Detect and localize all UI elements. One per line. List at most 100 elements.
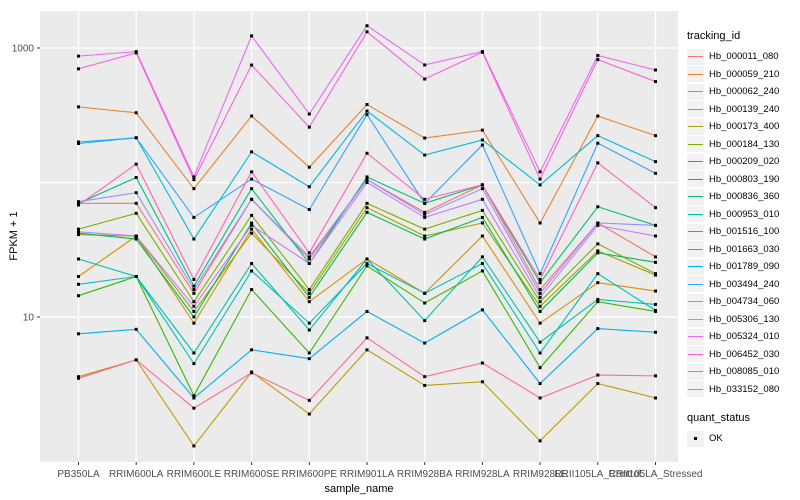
data-point (423, 136, 427, 140)
legend-key-line (687, 363, 704, 380)
legend-item-label: Hb_008085_010 (709, 366, 780, 378)
data-point (134, 211, 138, 215)
data-point (538, 309, 542, 313)
data-point (134, 175, 138, 179)
legend-item: Hb_001663_030 (687, 241, 799, 259)
legend-item-label: OK (709, 433, 723, 445)
data-point (250, 231, 254, 235)
data-point (250, 269, 254, 273)
data-point (423, 234, 427, 238)
data-point (250, 261, 254, 265)
data-point (654, 396, 657, 400)
data-point (134, 327, 138, 331)
data-point (192, 309, 196, 313)
data-point (77, 376, 80, 380)
data-point (538, 382, 542, 386)
data-point (77, 203, 80, 207)
data-point (596, 114, 600, 118)
data-point (134, 275, 138, 279)
data-point (538, 396, 542, 400)
data-point (365, 151, 369, 155)
data-point (596, 161, 600, 165)
legend-title-quant-status: quant_status (687, 412, 750, 424)
data-point (77, 282, 80, 286)
data-point (596, 242, 600, 246)
data-point (365, 206, 369, 210)
legend-item: Hb_000059_210 (687, 66, 799, 84)
data-point (192, 406, 196, 410)
plot-panel (40, 11, 678, 462)
data-point (250, 63, 254, 67)
data-point (538, 366, 542, 370)
data-point (77, 275, 80, 279)
data-point (365, 109, 369, 113)
data-point (480, 50, 484, 54)
x-tick-label: RRII105LA_Stressed (609, 469, 703, 480)
data-point (596, 134, 600, 138)
data-point (307, 165, 311, 169)
data-point (192, 321, 196, 325)
legend-key-line (687, 153, 704, 170)
legend-key-line (687, 258, 704, 275)
data-point (596, 297, 600, 301)
data-point (365, 210, 369, 214)
series-color-line (688, 283, 703, 285)
legend-key-line (687, 83, 704, 100)
data-point (480, 138, 484, 142)
legend-key-line (687, 101, 704, 118)
data-point (423, 210, 427, 214)
data-point (480, 208, 484, 212)
data-point (596, 251, 600, 255)
data-point (250, 177, 254, 181)
data-point (307, 300, 311, 304)
data-point (192, 394, 196, 398)
data-point (365, 24, 369, 28)
data-point (250, 34, 254, 38)
legend-item: Hb_000062_240 (687, 83, 799, 101)
legend-item: Hb_000173_400 (687, 118, 799, 136)
data-point (480, 187, 484, 191)
data-point (480, 308, 484, 312)
data-point (192, 291, 196, 295)
data-point (77, 230, 80, 234)
data-point (250, 213, 254, 217)
data-point (250, 371, 254, 375)
series-color-line (688, 161, 703, 163)
data-point (365, 201, 369, 205)
x-tick-label: RRIM928BA (397, 469, 453, 480)
data-point (307, 351, 311, 355)
data-point (77, 105, 80, 109)
legend-item-label: Hb_005306_130 (709, 313, 780, 325)
data-point (77, 201, 80, 205)
data-point (423, 237, 427, 241)
data-point (423, 301, 427, 305)
data-point (307, 295, 311, 299)
data-point (192, 187, 196, 191)
data-point (423, 197, 427, 201)
series-color-line (688, 108, 703, 110)
legend-key-line (687, 276, 704, 293)
data-point (654, 289, 657, 293)
legend-item-label: Hb_000011_080 (709, 51, 779, 63)
x-tick-label: PB350LA (57, 469, 100, 480)
data-point (134, 51, 138, 55)
data-point (250, 288, 254, 292)
data-point (654, 171, 657, 175)
data-point (307, 328, 311, 332)
data-point (192, 278, 196, 282)
data-point (654, 260, 657, 264)
data-point (307, 255, 311, 259)
data-point (538, 278, 542, 282)
x-tick-label: RRIM928LA (455, 469, 510, 480)
series-color-line (688, 266, 703, 268)
data-point (192, 178, 196, 182)
legend-item-label: Hb_005324_010 (709, 331, 780, 343)
data-point (192, 237, 196, 241)
series-color-line (688, 196, 703, 198)
legend-item: Hb_000803_190 (687, 171, 799, 189)
legend-key-line (687, 328, 704, 345)
data-point (538, 300, 542, 304)
data-point (480, 183, 484, 187)
legend-key-line (687, 188, 704, 205)
data-point (307, 257, 311, 261)
